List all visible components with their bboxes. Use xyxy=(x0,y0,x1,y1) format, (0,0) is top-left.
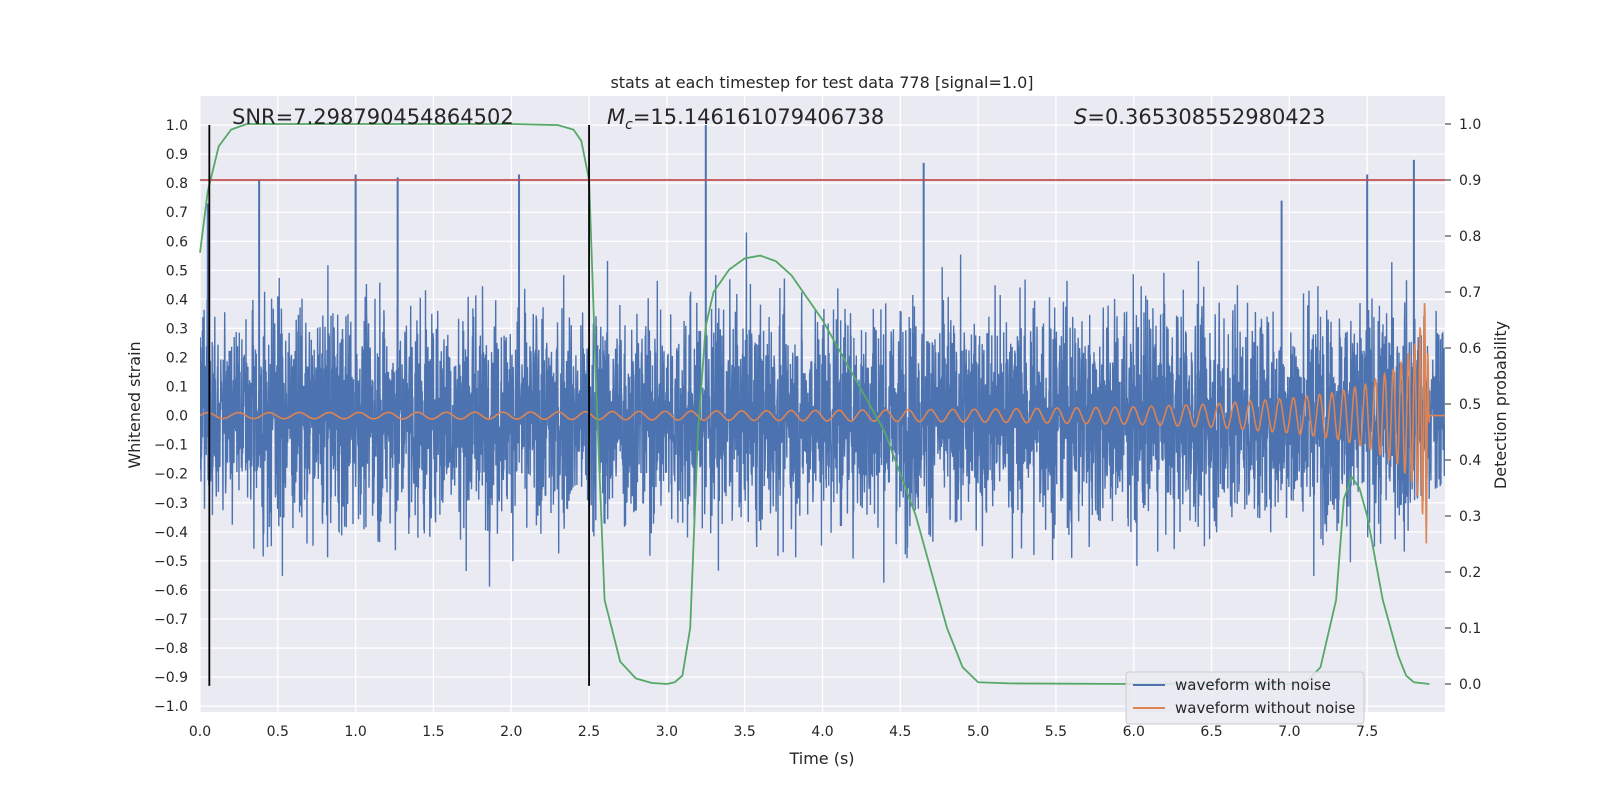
y-tick-label: −0.4 xyxy=(154,525,188,541)
chirp-mass-annotation: Mc=15.146161079406738 xyxy=(607,105,884,133)
y-tick-label: −0.6 xyxy=(154,583,188,599)
x-tick-label: 1.0 xyxy=(344,724,366,740)
y-tick-label: −0.9 xyxy=(154,670,188,686)
y-right-tick-label: 1.0 xyxy=(1459,117,1481,133)
x-tick-label: 2.0 xyxy=(500,724,522,740)
y-tick-label: 0.4 xyxy=(166,292,188,308)
x-tick-label: 6.0 xyxy=(1123,724,1145,740)
chirp-mass-subscript: c xyxy=(625,117,633,133)
chirp-mass-symbol: M xyxy=(607,105,625,129)
y-tick-label: 0.5 xyxy=(166,263,188,279)
data-layer xyxy=(200,125,1445,587)
y-right-tick-label: 0.8 xyxy=(1459,229,1481,245)
tick-labels: −1.0 −0.9 −0.8 −0.7 −0.6 −0.5 −0.4 −0.3 −0.2 −0.1… xyxy=(154,117,1481,740)
y-right-tick-label: 0.5 xyxy=(1459,397,1481,413)
x-tick-label: 0.0 xyxy=(189,724,211,740)
y-right-tick-label: 0.7 xyxy=(1459,285,1481,301)
overlay-layer xyxy=(199,123,1445,686)
snr-annotation: SNR=7.298790454864502 xyxy=(232,105,514,129)
y-right-tick-label: 0.3 xyxy=(1459,509,1481,525)
x-tick-label: 6.5 xyxy=(1200,724,1222,740)
y-tick-label: −0.1 xyxy=(154,438,188,454)
y-tick-label: 0.1 xyxy=(166,380,188,396)
x-tick-label: 2.5 xyxy=(578,724,600,740)
y-right-tick-label: 0.6 xyxy=(1459,341,1481,357)
y-tick-label: 0.0 xyxy=(166,409,188,425)
x-tick-label: 5.5 xyxy=(1045,724,1067,740)
y-tick-label: 0.9 xyxy=(166,147,188,163)
y-tick-label: −0.5 xyxy=(154,554,188,570)
y-right-tick-label: 0.0 xyxy=(1459,677,1481,693)
legend-label-with-noise: waveform with noise xyxy=(1175,676,1331,694)
chart-title: stats at each timestep for test data 778… xyxy=(610,73,1033,92)
s-value: =0.365308552980423 xyxy=(1087,105,1325,129)
y-right-tick-label: 0.9 xyxy=(1459,173,1481,189)
y-axis-label: Whitened strain xyxy=(125,341,144,468)
x-axis-label: Time (s) xyxy=(788,749,854,768)
y-tick-label: 0.7 xyxy=(166,205,188,221)
x-tick-label: 3.5 xyxy=(734,724,756,740)
chirp-mass-value: =15.146161079406738 xyxy=(633,105,884,129)
y-tick-label: 0.6 xyxy=(166,234,188,250)
legend: waveform with noise waveform without noi… xyxy=(1125,671,1365,725)
x-tick-label: 4.0 xyxy=(811,724,833,740)
x-tick-label: 0.5 xyxy=(267,724,289,740)
y-axis-right-label: Detection probability xyxy=(1491,321,1510,489)
y-tick-label: 0.3 xyxy=(166,321,188,337)
y-tick-label: 0.8 xyxy=(166,176,188,192)
x-tick-label: 7.0 xyxy=(1278,724,1300,740)
legend-label-without-noise: waveform without noise xyxy=(1175,699,1355,717)
x-tick-label: 1.5 xyxy=(422,724,444,740)
series-without-noise-line xyxy=(200,303,1445,544)
y-tick-label: −0.8 xyxy=(154,641,188,657)
y-right-tick-label: 0.4 xyxy=(1459,453,1481,469)
x-tick-label: 5.0 xyxy=(967,724,989,740)
series-with-noise-line xyxy=(200,232,1445,587)
y-tick-label: −1.0 xyxy=(154,699,188,715)
y-tick-label: −0.7 xyxy=(154,612,188,628)
x-tick-label: 4.5 xyxy=(889,724,911,740)
y-tick-label: 1.0 xyxy=(166,118,188,134)
s-annotation: S=0.365308552980423 xyxy=(1074,105,1325,129)
x-tick-label: 3.0 xyxy=(656,724,678,740)
x-tick-label: 7.5 xyxy=(1356,724,1378,740)
y-tick-label: −0.2 xyxy=(154,467,188,483)
s-symbol: S xyxy=(1074,105,1087,129)
y-right-tick-label: 0.1 xyxy=(1459,621,1481,637)
y-right-tick-label: 0.2 xyxy=(1459,565,1481,581)
y-tick-label: 0.2 xyxy=(166,351,188,367)
y-tick-label: −0.3 xyxy=(154,496,188,512)
detection-probability-line xyxy=(199,123,1430,685)
